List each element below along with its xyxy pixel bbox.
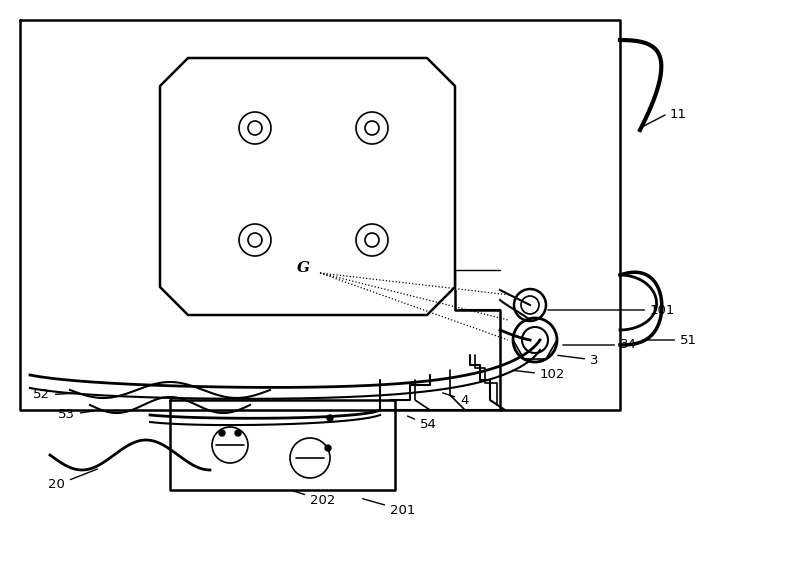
Text: 20: 20 — [48, 469, 98, 491]
Text: 54: 54 — [407, 416, 437, 431]
Text: 3: 3 — [558, 354, 598, 367]
Text: 34: 34 — [562, 338, 637, 351]
Text: 102: 102 — [513, 368, 566, 381]
Text: 52: 52 — [33, 388, 78, 401]
Circle shape — [219, 430, 225, 436]
Text: 202: 202 — [293, 491, 335, 507]
Text: G: G — [297, 261, 310, 275]
Text: 101: 101 — [548, 303, 675, 316]
Circle shape — [325, 445, 331, 451]
Circle shape — [235, 430, 241, 436]
Text: 51: 51 — [642, 333, 697, 346]
Text: 11: 11 — [670, 109, 687, 122]
Text: 201: 201 — [362, 499, 415, 517]
Text: 53: 53 — [58, 409, 98, 422]
Circle shape — [327, 415, 333, 421]
Text: 4: 4 — [442, 393, 468, 406]
